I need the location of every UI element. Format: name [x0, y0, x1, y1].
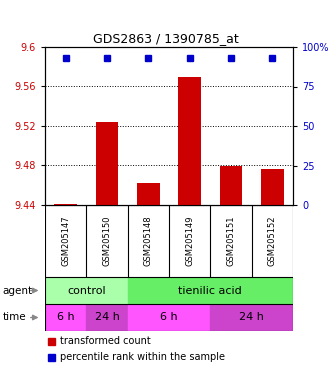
Text: GSM205150: GSM205150 [103, 216, 112, 266]
Text: percentile rank within the sample: percentile rank within the sample [60, 352, 225, 362]
Text: time: time [2, 313, 26, 323]
Bar [96, 122, 118, 205]
Text: GSM205149: GSM205149 [185, 216, 194, 266]
Text: GDS2863 / 1390785_at: GDS2863 / 1390785_at [93, 32, 238, 45]
Text: 6 h: 6 h [57, 313, 74, 323]
Bar [54, 204, 77, 205]
Bar [48, 338, 55, 344]
Bar [128, 277, 293, 304]
Bar [48, 354, 55, 361]
Text: GSM205148: GSM205148 [144, 216, 153, 266]
Bar [128, 304, 210, 331]
Text: 24 h: 24 h [239, 313, 264, 323]
Bar [45, 277, 128, 304]
Text: GSM205152: GSM205152 [268, 216, 277, 266]
Text: control: control [67, 285, 106, 296]
Bar [210, 304, 293, 331]
Text: 24 h: 24 h [95, 313, 119, 323]
Text: agent: agent [2, 285, 32, 296]
Bar [261, 169, 284, 205]
Bar [86, 304, 128, 331]
Text: 6 h: 6 h [160, 313, 178, 323]
Bar [137, 183, 160, 205]
Text: tienilic acid: tienilic acid [178, 285, 242, 296]
Text: GSM205151: GSM205151 [226, 216, 235, 266]
Bar [178, 77, 201, 205]
Text: GSM205147: GSM205147 [61, 216, 70, 266]
Bar [45, 304, 86, 331]
Bar [220, 167, 242, 205]
Text: transformed count: transformed count [60, 336, 151, 346]
